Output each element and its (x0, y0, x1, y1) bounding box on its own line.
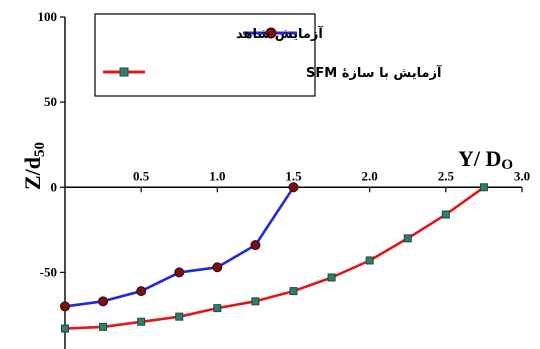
series-1-point (175, 268, 184, 277)
y-tick-label: 0 (51, 179, 58, 194)
series-layer (61, 183, 488, 332)
x-tick-label: 3.0 (514, 168, 530, 183)
series-2-line (65, 187, 484, 328)
x-tick-label: 1.0 (209, 168, 225, 183)
x-tick-label: 0.5 (133, 168, 150, 183)
x-axis-title: Y/ DO (458, 146, 513, 173)
series-2-point (252, 298, 259, 305)
series-2-point (62, 325, 69, 332)
legend-marker-series-2 (120, 68, 128, 76)
x-tick-label: 2.0 (362, 168, 378, 183)
legend: آزمایش شاهد آزمایش با سازهٔ SFM (95, 14, 442, 96)
x-tick-label: 2.5 (438, 168, 455, 183)
series-1-point (99, 297, 108, 306)
series-2-point (100, 323, 107, 330)
series-2-point (290, 288, 297, 295)
series-2-point (328, 274, 335, 281)
series-2-point (176, 313, 183, 320)
series-2-point (138, 318, 145, 325)
series-2-point (480, 184, 487, 191)
series-1-point (213, 263, 222, 272)
y-tick-label: -50 (40, 264, 57, 279)
series-2-point (442, 211, 449, 218)
y-axis-title: Z/d50 (20, 142, 48, 190)
legend-label-series-1: آزمایش شاهد (236, 25, 323, 42)
series-1-point (61, 302, 70, 311)
y-tick-label: 50 (44, 94, 57, 109)
series-2-point (366, 257, 373, 264)
series-1-point (137, 287, 146, 296)
x-tick-label: 1.5 (285, 168, 302, 183)
series-1-point (289, 183, 298, 192)
series-2-point (214, 305, 221, 312)
series-1-point (251, 241, 260, 250)
legend-label-series-2: آزمایش با سازهٔ SFM (306, 64, 442, 81)
series-2-point (404, 235, 411, 242)
y-tick-label: 100 (38, 9, 58, 24)
